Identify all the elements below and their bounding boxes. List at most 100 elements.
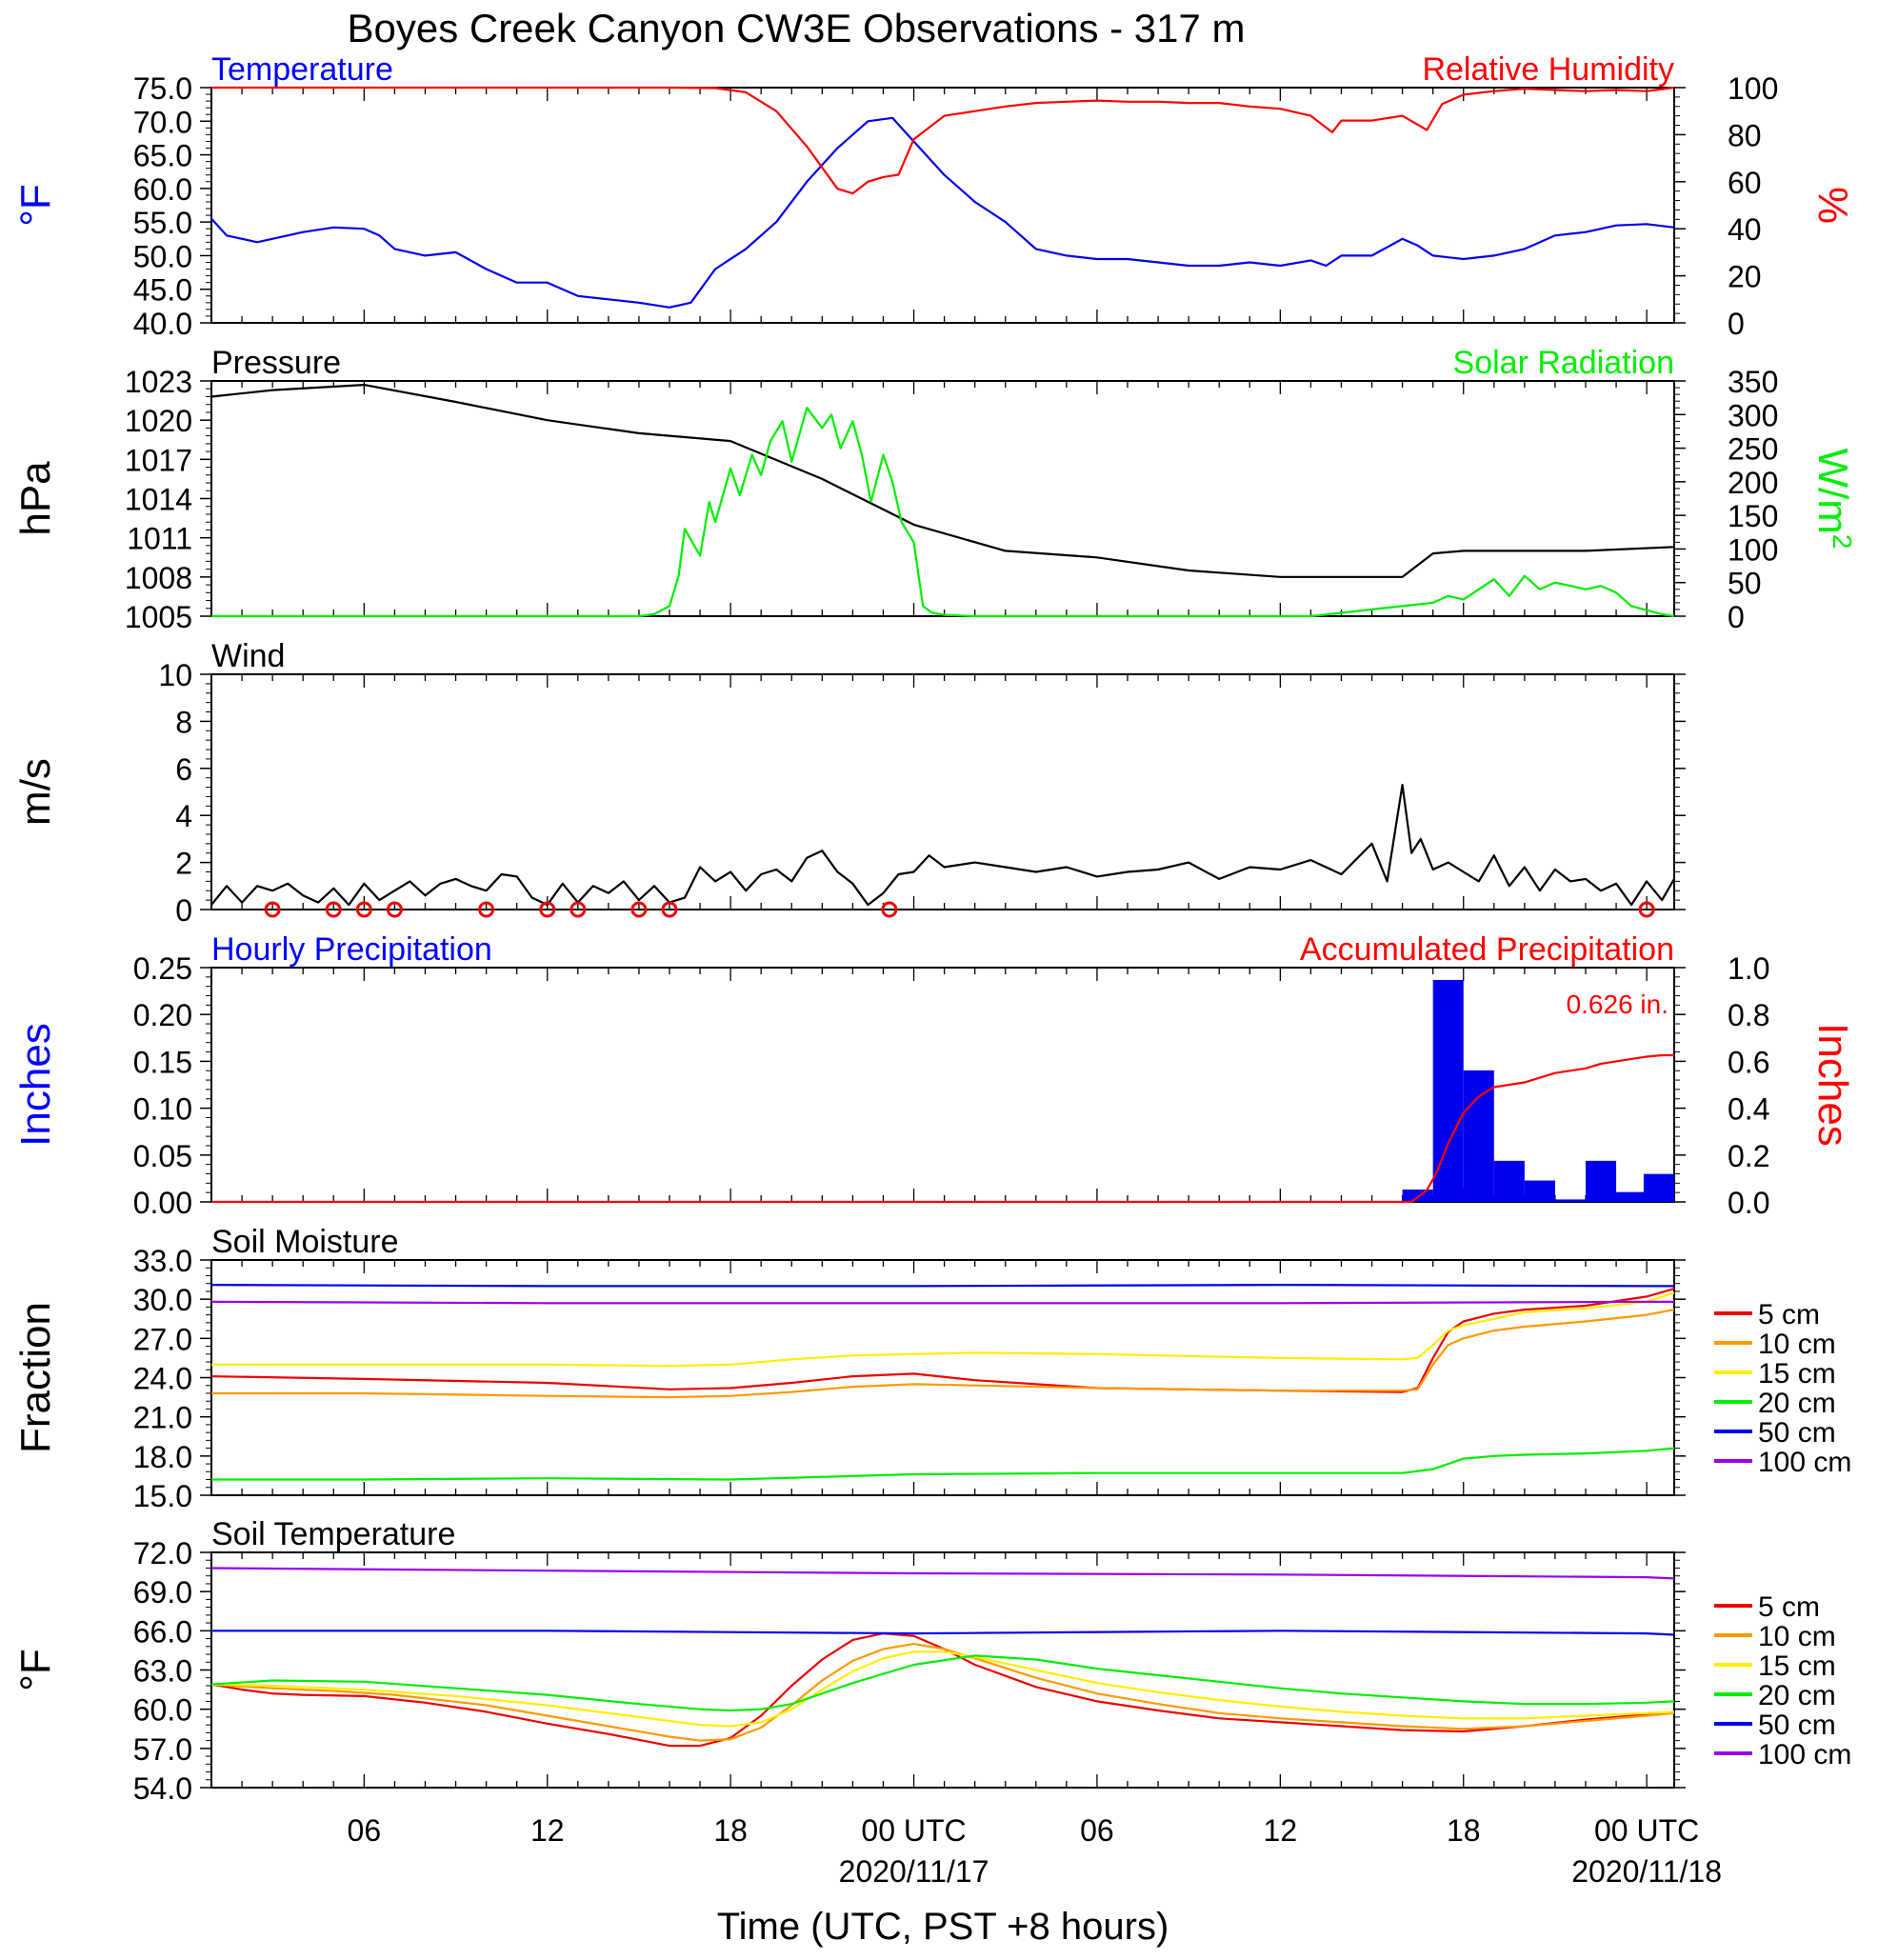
y-tick-label: 33.0: [133, 1244, 192, 1278]
y-tick-label: 1020: [125, 404, 192, 438]
y-right-tick-label: 250: [1728, 432, 1778, 467]
y-tick-label: 0.20: [133, 998, 192, 1032]
legend-label: 10 cm: [1758, 1329, 1836, 1360]
legend-label: 10 cm: [1758, 1621, 1836, 1652]
legend-label: 20 cm: [1758, 1388, 1836, 1419]
precip-bar: [1463, 1070, 1494, 1202]
legend-label: 15 cm: [1758, 1358, 1836, 1390]
y-tick-label: 0.10: [133, 1092, 192, 1127]
y-tick-label: 66.0: [133, 1614, 192, 1649]
x-tick-label: 06: [1080, 1813, 1114, 1848]
y-tick-label: 1023: [125, 365, 192, 399]
y-tick-label: 45.0: [133, 273, 192, 308]
y-axis-label-right: %: [1809, 187, 1856, 224]
calm-wind-marker: [661, 901, 678, 918]
x-tick-label: 12: [530, 1813, 565, 1848]
series-10-cm: [211, 1309, 1675, 1399]
series-15-cm: [211, 1291, 1675, 1368]
y-tick-label: 0.05: [133, 1139, 192, 1173]
figure-title: Boyes Creek Canyon CW3E Observations - 3…: [347, 6, 1245, 50]
series-50-cm: [210, 1283, 1674, 1288]
plot-frame: [210, 87, 1675, 324]
y-tick-label: 18.0: [133, 1440, 192, 1474]
y-right-tick-label: 60: [1728, 166, 1762, 200]
y-tick-label: 8: [175, 705, 192, 739]
y-right-tick-label: 0: [1728, 307, 1745, 341]
y-tick-label: 30.0: [133, 1283, 192, 1317]
y-tick-label: 55.0: [133, 206, 192, 240]
panel-temperature-rh: 40.045.050.055.060.065.070.075.0 0 20 40 60 8…: [12, 51, 1856, 341]
y-tick-label: 1011: [127, 522, 192, 556]
precip-bar: [1643, 1173, 1674, 1202]
y-tick-label: 0.00: [133, 1186, 192, 1220]
y-tick-label: 24.0: [133, 1362, 192, 1396]
y-right-tick-label: 1.0: [1728, 951, 1769, 986]
series-20-cm: [210, 1654, 1675, 1712]
calm-wind-marker: [1638, 901, 1655, 918]
y-tick-label: 1014: [125, 483, 192, 517]
y-tick-label: 70.0: [133, 105, 192, 139]
y-right-tick-label: 0: [1728, 600, 1745, 634]
y-right-tick-label: 0.0: [1728, 1186, 1769, 1220]
y-right-tick-label: 0.6: [1728, 1045, 1769, 1079]
series-15-cm: [210, 1650, 1675, 1728]
y-tick-label: 15.0: [133, 1479, 192, 1513]
y-tick-label: 6: [175, 752, 192, 787]
y-tick-label: 50.0: [133, 239, 192, 273]
y-right-tick-label: 80: [1728, 118, 1762, 152]
y-axis-label-left: °F: [12, 1649, 59, 1690]
y-tick-label: 40.0: [133, 307, 192, 341]
y-right-tick-label: 0.4: [1728, 1092, 1769, 1127]
x-tick-date-label: 2020/11/17: [839, 1854, 989, 1889]
calm-wind-marker: [569, 901, 587, 918]
series-solar-radiation: [211, 407, 1675, 618]
y-tick-label: 27.0: [133, 1322, 192, 1356]
panel-title-left: Hourly Precipitation: [211, 931, 492, 968]
calm-wind-marker: [355, 901, 372, 918]
y-tick-label: 0.25: [133, 951, 192, 986]
series-20-cm: [211, 1447, 1675, 1481]
series-100-cm: [210, 1567, 1675, 1580]
plot-frame: [210, 1551, 1675, 1789]
x-tick-label: 18: [1447, 1813, 1481, 1848]
y-axis-label-left: Fraction: [12, 1302, 59, 1453]
panel-title-left: Soil Moisture: [211, 1224, 399, 1260]
y-axis-label-right: Inches: [1809, 1023, 1856, 1147]
series-wind: [210, 783, 1675, 907]
x-tick-label: 00 UTC: [1594, 1813, 1699, 1848]
panel-title-right: Solar Radiation: [1453, 345, 1674, 381]
series-100-cm: [210, 1300, 1674, 1305]
y-tick-label: 0: [175, 893, 192, 928]
panel-title-right: Relative Humidity: [1422, 51, 1674, 88]
y-right-tick-label: 0.8: [1728, 998, 1769, 1032]
series-10-cm: [210, 1642, 1675, 1742]
y-tick-label: 4: [175, 799, 192, 833]
panel-title-left: Wind: [211, 638, 285, 674]
y-right-tick-label: 200: [1728, 466, 1778, 500]
panel-title-left: Soil Temperature: [211, 1516, 455, 1552]
precip-bar: [1402, 1190, 1433, 1202]
legend-label: 5 cm: [1758, 1591, 1820, 1623]
calm-wind-marker: [264, 901, 281, 918]
panel-soil-moisture: 15.0 18.0 21.0 24.0 27.0 30.0 33.0 Soil Moistur…: [12, 1224, 1851, 1513]
y-axis-label-right: W/m2: [1809, 449, 1858, 550]
panel-title-right: Accumulated Precipitation: [1300, 931, 1674, 968]
plot-frame: [210, 380, 1675, 617]
y-right-tick-label: 100: [1728, 71, 1778, 106]
y-tick-label: 75.0: [133, 71, 192, 106]
x-tick-label: 00 UTC: [861, 1813, 966, 1848]
y-right-tick-label: 350: [1728, 365, 1778, 399]
legend-label: 15 cm: [1758, 1650, 1836, 1682]
y-axis-label-superscript: 2: [1828, 534, 1858, 550]
y-axis-label-left: hPa: [12, 461, 59, 536]
precip-bar: [1586, 1160, 1617, 1202]
series-temperature: [210, 116, 1675, 309]
panel-precipitation: 0.00 0.05 0.10 0.15 0.20 0.25 0.0 0.2 0.4 0.6 0.8 1…: [12, 931, 1856, 1220]
y-tick-label: 60.0: [133, 1693, 192, 1728]
y-tick-label: 54.0: [133, 1771, 192, 1806]
y-right-tick-label: 40: [1728, 212, 1762, 247]
precip-bar: [1524, 1180, 1555, 1202]
series-5-cm: [210, 1288, 1675, 1393]
y-tick-label: 57.0: [133, 1732, 192, 1767]
y-right-tick-label: 150: [1728, 499, 1778, 533]
